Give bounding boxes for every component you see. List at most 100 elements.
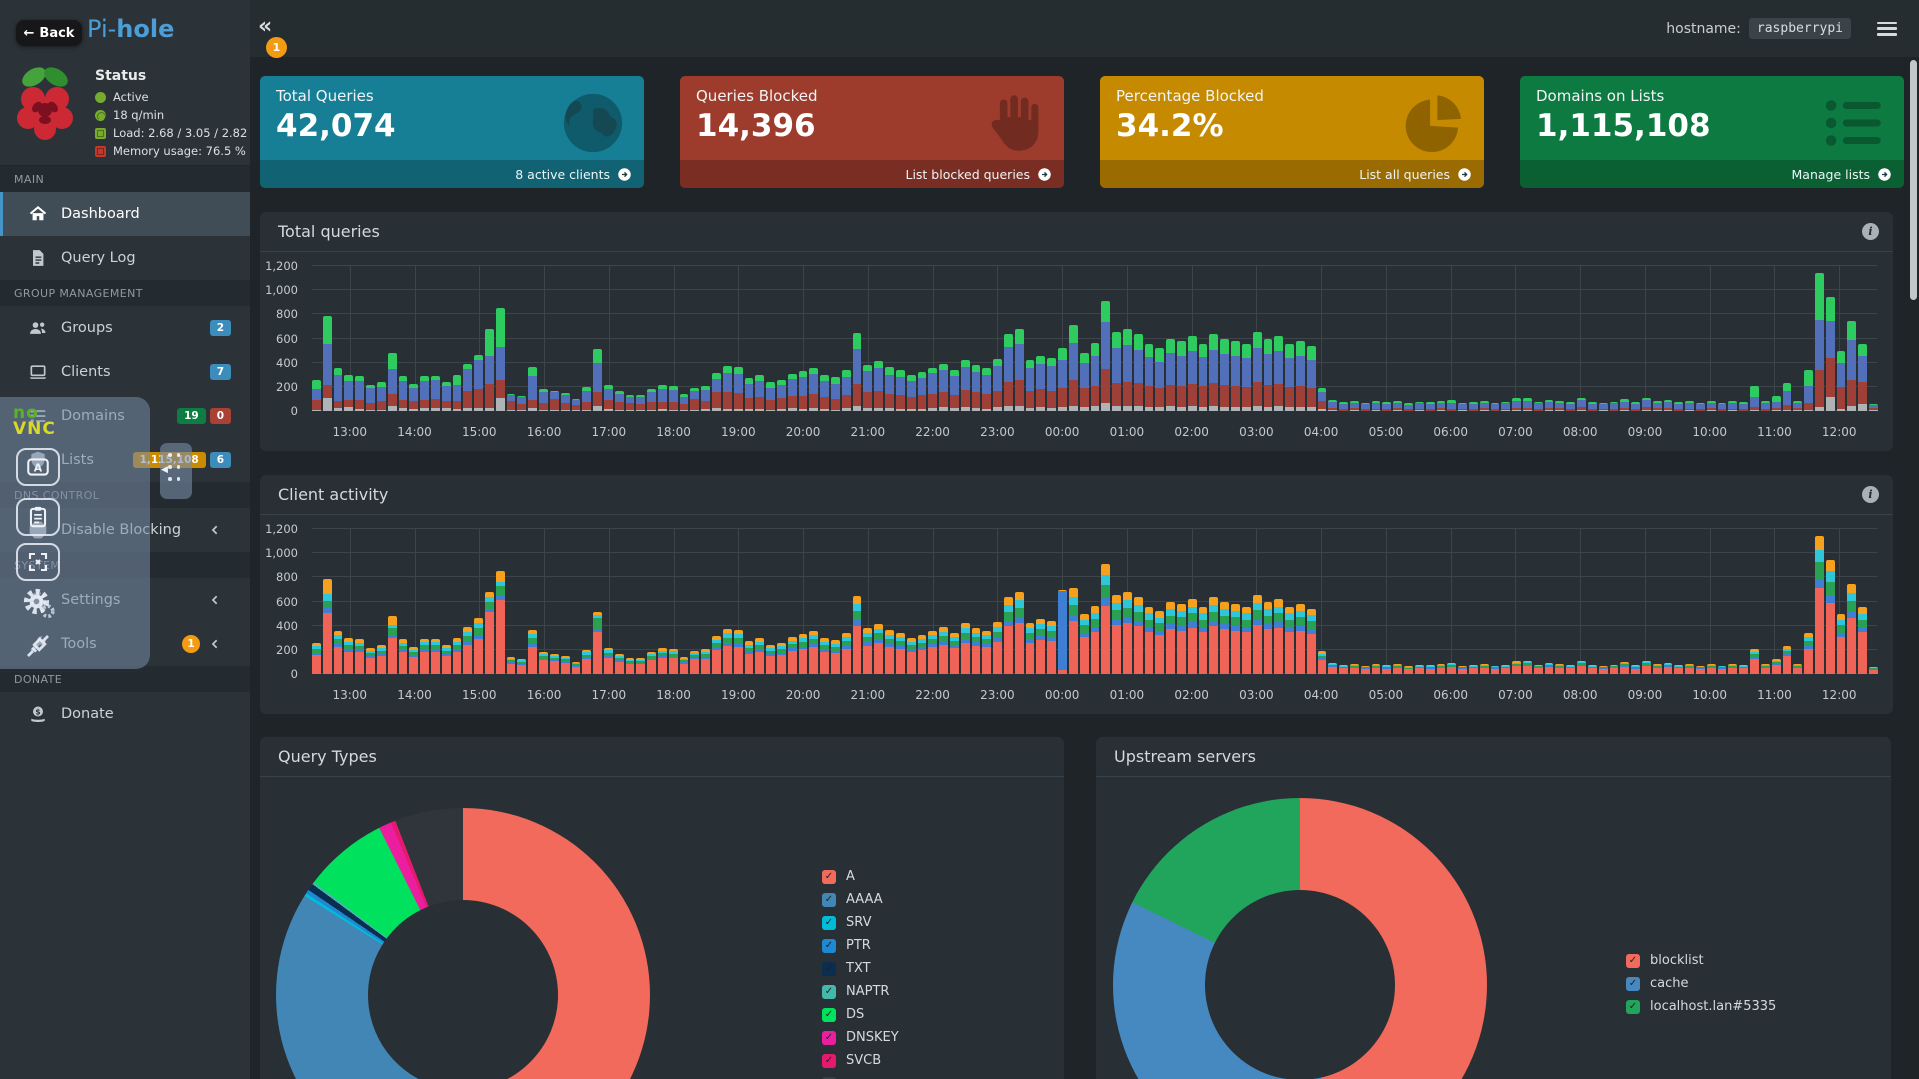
x-tick-label: 08:00 — [1562, 688, 1598, 702]
legend-item-SVCB[interactable]: ✓ SVCB — [822, 1049, 899, 1072]
sidebar-item-query-log[interactable]: Query Log — [0, 236, 250, 280]
gridline — [1385, 529, 1387, 674]
legend-item-AAAA[interactable]: ✓ AAAA — [822, 888, 899, 911]
sidebar-item-label: Dashboard — [61, 206, 140, 222]
legend-item-blocklist[interactable]: ✓ blocklist — [1626, 949, 1776, 972]
legend-item-NAPTR[interactable]: ✓ NAPTR — [822, 980, 899, 1003]
bar — [766, 645, 775, 674]
sidebar-item-donate[interactable]: $ Donate — [0, 692, 250, 736]
legend-item-A[interactable]: ✓ A — [822, 865, 899, 888]
info-icon[interactable]: i — [1862, 486, 1879, 503]
bar — [1177, 604, 1186, 674]
bar — [1295, 341, 1305, 411]
legend-item-PTR[interactable]: ✓ PTR — [822, 934, 899, 957]
bar — [1004, 597, 1013, 674]
bar — [376, 645, 386, 674]
gridline — [1709, 266, 1711, 411]
bar — [917, 372, 927, 411]
legend-item-TXT[interactable]: ✓ TXT — [822, 957, 899, 980]
legend-checkbox: ✓ — [1626, 999, 1640, 1014]
hamburger-menu-icon[interactable] — [1877, 21, 1897, 36]
bar — [1523, 397, 1532, 411]
bar — [971, 365, 981, 411]
chip-icon — [95, 127, 106, 139]
bar — [949, 369, 959, 411]
bar — [701, 386, 711, 411]
legend-item-SRV[interactable]: ✓ SRV — [822, 911, 899, 934]
status-active-label: Active — [113, 90, 149, 104]
novnc-disconnect-button[interactable] — [14, 626, 62, 666]
bar — [1122, 592, 1132, 674]
legend-item-DS[interactable]: ✓ DS — [822, 1003, 899, 1026]
bar — [1652, 400, 1662, 411]
legend-checkbox: ✓ — [822, 1053, 836, 1068]
bar — [409, 647, 419, 674]
sidebar-item-dashboard[interactable]: Dashboard — [0, 192, 250, 236]
bar — [874, 623, 884, 674]
card-title: Domains on Lists — [1536, 87, 1665, 105]
bar — [1566, 401, 1576, 411]
novnc-settings-button[interactable] — [14, 583, 62, 623]
bar — [366, 648, 375, 674]
badge-group: 7 — [209, 364, 231, 380]
novnc-fullscreen-button[interactable] — [16, 543, 60, 581]
gridline — [1385, 266, 1387, 411]
x-tick-label: 04:00 — [1303, 425, 1339, 439]
bar — [1771, 396, 1781, 411]
legend-checkbox: ✓ — [822, 961, 836, 976]
card-footer-link[interactable]: 8 active clients — [260, 160, 644, 188]
client_activity-chart[interactable] — [312, 528, 1878, 674]
bar — [430, 638, 440, 674]
bar — [1079, 613, 1089, 674]
bar — [658, 385, 667, 411]
bar — [841, 370, 851, 411]
x-tick-label: 21:00 — [850, 688, 886, 702]
card-footer-link[interactable]: List blocked queries — [680, 160, 1064, 188]
bar — [1090, 606, 1100, 674]
bar — [312, 379, 321, 411]
novnc-clipboard-button[interactable] — [16, 498, 60, 536]
info-icon[interactable]: i — [1862, 223, 1879, 240]
legend-item-localhost.lan#5335[interactable]: ✓ localhost.lan#5335 — [1626, 995, 1776, 1018]
legend-item-cache[interactable]: ✓ cache — [1626, 972, 1776, 995]
legend-checkbox: ✓ — [1626, 953, 1640, 968]
status-rate: 18 q/min — [95, 108, 247, 122]
x-axis-labels: 13:00 14:00 15:00 16:00 17:00 18:00 19:00 20:00… — [312, 688, 1877, 704]
bar — [441, 382, 451, 411]
bar — [787, 636, 797, 674]
bar — [463, 364, 473, 411]
bar — [1274, 336, 1284, 411]
badge-group: 19 0 — [177, 408, 231, 424]
legend-item-DNSKEY[interactable]: ✓ DNSKEY — [822, 1026, 899, 1049]
legend-item-partial[interactable] — [822, 1072, 899, 1079]
card-footer-link[interactable]: Manage lists — [1520, 160, 1904, 188]
card-footer-link[interactable]: List all queries — [1100, 160, 1484, 188]
sidebar-item-clients[interactable]: Clients 7 — [0, 350, 250, 394]
sidebar-collapse-icon[interactable]: « — [258, 14, 273, 39]
gridline — [312, 265, 1877, 266]
bar — [1382, 665, 1392, 674]
novnc-keyboard-button[interactable]: A — [16, 448, 60, 486]
sidebar-item-groups[interactable]: Groups 2 — [0, 306, 250, 350]
gridline — [867, 266, 869, 411]
legend-label: PTR — [846, 938, 871, 953]
back-button[interactable]: ← Back — [16, 20, 82, 46]
x-tick-label: 19:00 — [721, 688, 756, 702]
summary-card-total-queries: Total Queries 42,074 8 active clients — [260, 76, 644, 188]
bar — [1447, 663, 1457, 674]
bar — [885, 367, 894, 411]
total_queries-chart[interactable] — [312, 265, 1878, 411]
novnc-drag-handle[interactable]: ◀ — [160, 443, 192, 499]
brand-logo[interactable]: Pi-hole — [0, 0, 250, 57]
bar — [355, 376, 365, 411]
bar — [614, 654, 624, 674]
card-title: Total Queries — [276, 87, 374, 105]
bar — [971, 628, 981, 674]
scrollbar-thumb[interactable] — [1910, 60, 1917, 300]
bar — [1101, 300, 1111, 411]
x-tick-label: 02:00 — [1174, 425, 1209, 439]
bar — [1674, 664, 1684, 674]
y-tick-label: 1,200 — [265, 259, 298, 273]
sidebar-item-label: Donate — [61, 706, 114, 722]
gridline — [312, 337, 1877, 339]
